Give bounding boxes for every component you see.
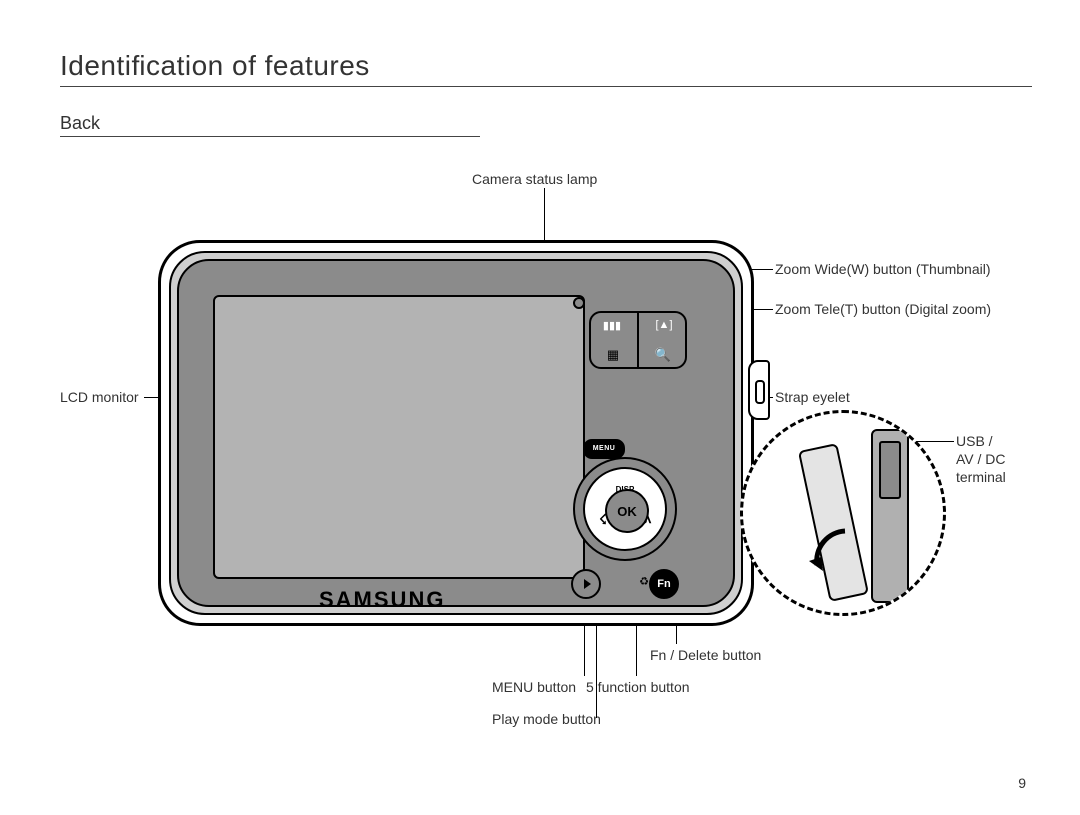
page-number: 9: [1018, 775, 1026, 791]
label-lcd: LCD monitor: [60, 388, 139, 406]
label-status-lamp: Camera status lamp: [472, 170, 597, 188]
page-title: Identiﬁcation of features: [60, 50, 1032, 87]
ok-button: OK: [605, 489, 649, 533]
fn-delete-button: Fn: [649, 569, 679, 599]
label-zoom-wide: Zoom Wide(W) button (Thumbnail): [775, 260, 991, 278]
diagram: Camera status lamp LCD monitor Zoom Wide…: [60, 170, 1020, 770]
label-five-func: 5 function button: [586, 678, 690, 696]
lcd-monitor: [213, 295, 585, 579]
label-fn-delete: Fn / Delete button: [650, 646, 761, 664]
status-lamp-icon: [573, 297, 585, 309]
label-zoom-tele: Zoom Tele(T) button (Digital zoom): [775, 300, 991, 318]
strap-eyelet: [748, 360, 770, 420]
five-function-pad: DISP ☇ ᕕ ⚘ OK: [573, 457, 677, 561]
usb-terminal-inset: [740, 410, 946, 616]
zoom-tele-icon: 🔍: [653, 347, 673, 361]
label-strap: Strap eyelet: [775, 388, 850, 406]
camera-body: SAMSUNG ▮▮▮ [▲] ▦ 🔍 MENU DISP ☇ ᕕ ⚘: [158, 240, 754, 626]
trash-icon: ♻: [639, 575, 649, 588]
zoom-tele-top-icon: [▲]: [651, 319, 677, 331]
zoom-rocker: ▮▮▮ [▲] ▦ 🔍: [589, 311, 687, 369]
zoom-wide-icon: ▦: [603, 347, 623, 361]
label-usb: USB / AV / DC terminal: [956, 432, 1006, 486]
play-icon: [584, 579, 591, 589]
open-arrow-icon: [805, 523, 865, 583]
play-mode-button: [571, 569, 601, 599]
label-play: Play mode button: [492, 710, 601, 728]
label-menu: MENU button: [492, 678, 576, 696]
subtitle: Back: [60, 113, 480, 137]
zoom-wide-top-icon: ▮▮▮: [599, 319, 625, 331]
brand-logo: SAMSUNG: [319, 587, 445, 613]
menu-button: MENU: [583, 439, 625, 459]
